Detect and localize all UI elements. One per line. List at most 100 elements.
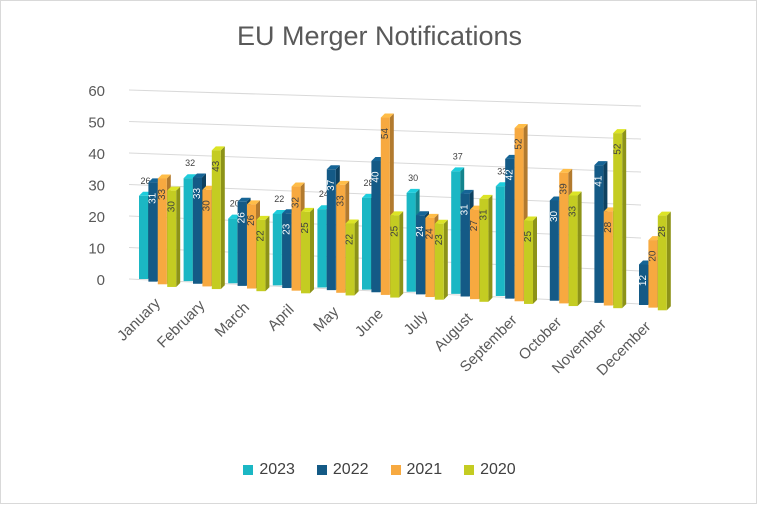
- bar-2020-april: [301, 211, 310, 294]
- data-label: 33: [568, 205, 579, 217]
- data-label: 37: [326, 179, 337, 191]
- legend-label: 2022: [332, 461, 369, 478]
- data-label: 32: [185, 158, 195, 168]
- data-label: 28: [363, 178, 373, 188]
- y-tick-label: 40: [88, 146, 105, 163]
- bar-2020-november: [613, 133, 623, 309]
- bar-side: [533, 216, 537, 304]
- bar-2020-july: [434, 223, 444, 300]
- data-label: 23: [434, 234, 445, 246]
- bar-top: [326, 165, 340, 170]
- x-tick-label: July: [401, 307, 432, 338]
- data-label: 24: [425, 228, 436, 240]
- bar-2021-september: [514, 128, 524, 302]
- bar-2022-july: [416, 215, 425, 295]
- bar-top: [514, 124, 528, 129]
- data-label: 33: [497, 166, 507, 176]
- bar-2022-january: [148, 182, 158, 282]
- bar-2022-march: [237, 201, 247, 286]
- data-label: 52: [612, 143, 623, 155]
- data-label: 30: [408, 173, 418, 183]
- bar-2020-january: [167, 190, 177, 287]
- bar-top: [479, 194, 493, 199]
- data-label: 25: [389, 225, 400, 237]
- bar-2023-august: [451, 171, 461, 294]
- bar-2021-november: [603, 211, 613, 306]
- data-label: 30: [202, 200, 213, 212]
- data-label: 37: [453, 151, 463, 161]
- bar-2020-october: [568, 195, 578, 307]
- legend-label: 2023: [259, 461, 295, 478]
- x-tick-label: June: [352, 305, 387, 340]
- bar-2021-march: [247, 204, 256, 289]
- y-tick-label: 0: [97, 272, 105, 289]
- data-label: 33: [157, 188, 168, 200]
- data-label: 20: [230, 199, 240, 209]
- gridline: [128, 89, 642, 107]
- data-label: 54: [380, 128, 391, 140]
- data-label: 31: [479, 209, 490, 221]
- data-label: 30: [166, 201, 177, 213]
- bar-2021-august: [470, 209, 479, 300]
- data-label: 39: [558, 183, 569, 195]
- bar-top: [380, 113, 394, 118]
- data-label: 12: [638, 275, 649, 287]
- bar-2023-february: [183, 178, 193, 282]
- bar-top: [559, 168, 573, 173]
- bar-2021-may: [336, 184, 346, 293]
- bar-2021-october: [559, 172, 569, 304]
- data-label: 30: [549, 210, 560, 222]
- bar-top: [247, 200, 260, 205]
- legend-label: 2020: [480, 461, 516, 478]
- x-tick-label: May: [310, 303, 342, 335]
- y-tick-label: 30: [88, 178, 105, 195]
- bar-2023-may: [317, 209, 327, 288]
- legend-swatch: [243, 465, 254, 475]
- data-label: 26: [140, 176, 150, 186]
- bar-2022-april: [282, 213, 292, 289]
- bar-side: [354, 219, 359, 296]
- bar-top: [193, 173, 206, 178]
- bar-side: [443, 219, 448, 300]
- bar-2022-june: [371, 161, 381, 293]
- y-tick-label: 50: [88, 115, 105, 132]
- bar-side: [488, 194, 493, 302]
- bar-2021-january: [157, 178, 167, 285]
- data-label: 26: [246, 214, 257, 226]
- bar-2020-march: [256, 219, 266, 292]
- bar-2023-april: [272, 213, 282, 286]
- x-tick-label: March: [212, 299, 253, 340]
- bar-2022-october: [549, 200, 559, 301]
- bar-2023-june: [362, 197, 371, 290]
- bar-top: [416, 211, 429, 216]
- data-label: 43: [211, 160, 222, 172]
- data-label: 22: [345, 233, 356, 245]
- bar-side: [220, 146, 225, 290]
- bar-side: [577, 191, 582, 307]
- bar-top: [237, 197, 251, 202]
- bar-side: [622, 129, 627, 309]
- legend-swatch: [464, 465, 475, 475]
- bar-top: [345, 219, 359, 224]
- bar-2023-september: [495, 186, 505, 296]
- chart-title: EU Merger Notifications: [236, 21, 523, 51]
- data-label: 25: [523, 231, 534, 243]
- legend-swatch: [316, 465, 327, 475]
- data-label: 52: [514, 138, 525, 150]
- bar-top: [301, 207, 314, 212]
- bar-2023-march: [228, 218, 238, 284]
- y-tick-label: 10: [88, 241, 105, 258]
- bar-side: [265, 215, 270, 292]
- bar-side: [176, 186, 181, 287]
- bar-2020-february: [211, 150, 221, 290]
- bar-2020-june: [390, 215, 400, 298]
- data-label: 23: [281, 223, 292, 235]
- bar-top: [167, 186, 181, 191]
- data-label: 28: [657, 226, 668, 238]
- x-tick-label: August: [431, 309, 477, 355]
- bar-top: [157, 174, 171, 179]
- bar-2021-july: [425, 217, 435, 298]
- bar-2021-april: [291, 186, 301, 291]
- legend-label: 2021: [406, 461, 443, 478]
